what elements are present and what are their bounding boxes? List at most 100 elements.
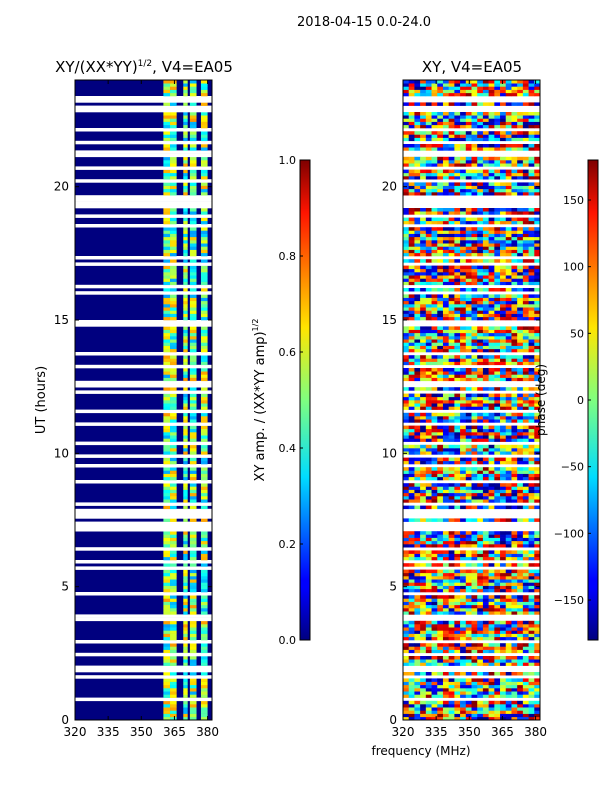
phase-cell <box>454 598 461 602</box>
phase-cell <box>482 716 489 720</box>
amp-cell <box>163 630 171 634</box>
phase-cell <box>454 691 461 695</box>
phase-cell <box>494 368 501 372</box>
phase-cell <box>454 172 461 177</box>
amp-cell <box>200 486 208 490</box>
phase-cell <box>460 428 467 433</box>
phase-cell <box>522 288 529 292</box>
amp-cell <box>170 297 177 302</box>
phase-cell <box>517 684 524 689</box>
amp-cell <box>170 444 177 449</box>
amp-cell <box>170 249 177 254</box>
amp-cell <box>200 208 208 212</box>
amp-cell <box>189 448 197 452</box>
phase-cell <box>442 585 449 590</box>
phase-cell <box>431 467 438 471</box>
phase-cell <box>511 176 518 180</box>
amp-cell <box>200 425 208 430</box>
phase-cell <box>488 457 495 462</box>
phase-cell <box>494 393 501 398</box>
phase-cell <box>465 160 472 164</box>
phase-cell <box>477 428 484 433</box>
phase-cell <box>403 272 410 276</box>
amp-cell <box>170 329 177 334</box>
phase-cell <box>437 393 444 398</box>
phase-cell <box>488 707 495 711</box>
amp-cell <box>163 112 171 116</box>
phase-cell <box>482 707 489 711</box>
phase-cell <box>522 115 529 119</box>
colorbar-tick-label: 0.4 <box>279 442 297 455</box>
amp-cell <box>170 147 177 151</box>
phase-cell <box>482 704 489 708</box>
phase-cell <box>465 585 472 590</box>
amp-cell <box>170 211 177 215</box>
amp-cell <box>163 377 171 382</box>
phase-cell <box>488 361 495 366</box>
phase-cell <box>500 172 507 177</box>
phase-cell <box>528 400 535 404</box>
phase-cell <box>517 243 524 247</box>
phase-cell <box>528 694 535 698</box>
phase-cell <box>454 348 461 353</box>
phase-cell <box>414 688 421 692</box>
phase-cell <box>448 604 455 609</box>
amp-cell <box>189 112 197 116</box>
phase-cell <box>408 416 415 420</box>
phase-cell <box>465 288 472 292</box>
phase-cell <box>471 694 478 698</box>
phase-cell <box>471 624 478 628</box>
phase-cell <box>420 294 427 298</box>
phase-cell <box>477 633 484 638</box>
phase-cell <box>414 393 421 398</box>
phase-cell <box>442 89 449 94</box>
phase-cell <box>528 374 535 378</box>
phase-cell <box>517 92 524 97</box>
phase-cell <box>534 307 540 311</box>
phase-cell <box>517 582 524 586</box>
amp-cell <box>189 396 197 401</box>
phase-cell <box>517 249 524 254</box>
phase-cell <box>408 588 415 593</box>
phase-cell <box>425 627 432 631</box>
phase-cell <box>471 387 478 391</box>
phase-cell <box>454 467 461 471</box>
phase-cell <box>442 691 449 695</box>
phase-cell <box>454 387 461 391</box>
phase-cell <box>442 678 449 682</box>
phase-cell <box>425 396 432 401</box>
phase-cell <box>511 377 518 382</box>
phase-cell <box>454 160 461 164</box>
phase-cell <box>522 412 529 417</box>
phase-cell <box>403 281 410 286</box>
amp-cell <box>170 412 177 417</box>
phase-cell <box>511 595 518 599</box>
phase-cell <box>517 272 524 276</box>
phase-cell <box>511 240 518 244</box>
phase-cell <box>454 278 461 282</box>
phase-cell <box>454 540 461 545</box>
amp-cell <box>200 355 208 359</box>
phase-cell <box>482 358 489 362</box>
phase-cell <box>505 688 512 692</box>
phase-cell <box>511 361 518 366</box>
phase-cell <box>488 275 495 279</box>
phase-cell <box>477 467 484 471</box>
amp-cell <box>183 230 188 234</box>
phase-cell <box>408 649 415 654</box>
phase-cell <box>511 604 518 609</box>
flagged-row <box>75 153 212 158</box>
phase-cell <box>465 419 472 423</box>
phase-cell <box>414 368 421 372</box>
phase-cell <box>488 326 495 330</box>
amp-cell <box>163 678 171 682</box>
amp-cell <box>163 288 171 292</box>
phase-cell <box>522 131 529 135</box>
phase-cell <box>488 400 495 404</box>
amp-cell <box>170 572 177 577</box>
phase-cell <box>448 182 455 186</box>
phase-cell <box>534 345 540 350</box>
phase-cell <box>477 611 484 615</box>
phase-cell <box>420 492 427 497</box>
